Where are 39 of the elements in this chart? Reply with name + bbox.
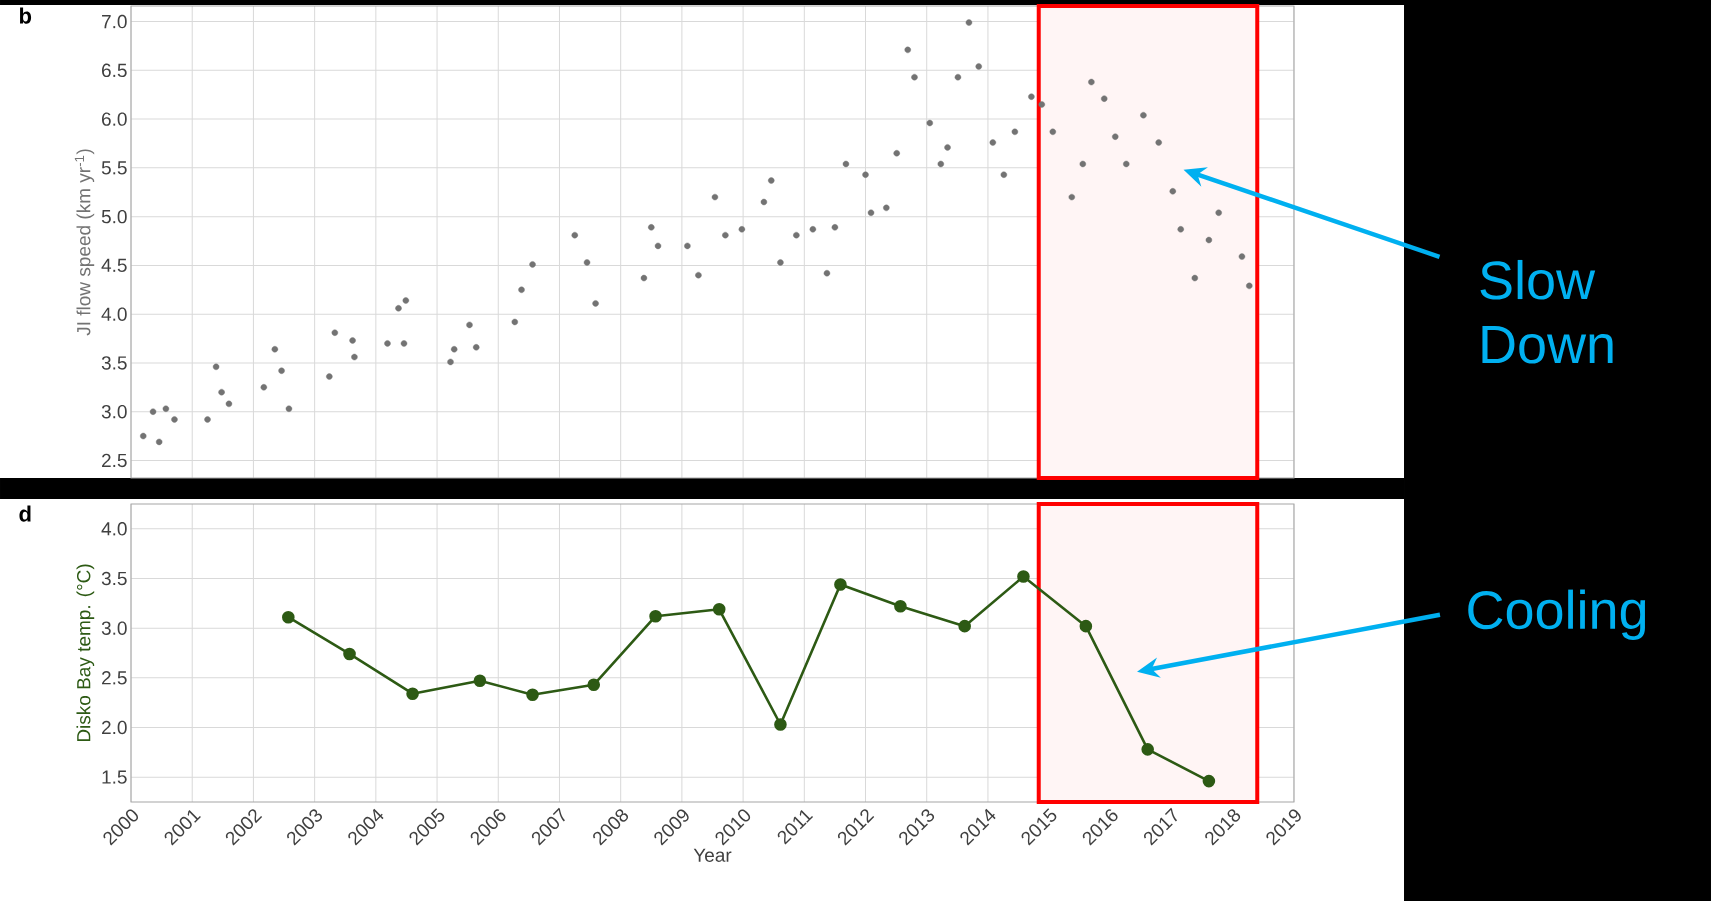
point — [834, 578, 847, 591]
point — [526, 688, 539, 702]
text: Slow Down — [1480, 259, 1613, 364]
point — [473, 674, 487, 688]
y-tick-label: 2.5 — [102, 671, 127, 685]
y-tick-label: 4.0 — [101, 522, 127, 536]
y-tick-label: 3.0 — [101, 621, 127, 635]
point — [894, 600, 907, 613]
point — [649, 609, 662, 623]
y-tick-label: 6.0 — [102, 112, 127, 126]
point — [343, 647, 356, 661]
y-tick-label: 3.5 — [101, 356, 127, 370]
y-tick-label: 3.5 — [101, 571, 127, 586]
y-tick-label: 1.5 — [102, 770, 127, 784]
y-tick-label: 4.0 — [101, 307, 127, 321]
y-axis-title: Disko Bay temp. (°C) — [76, 564, 95, 742]
chart-title: d — [19, 505, 31, 522]
point — [1141, 743, 1154, 756]
y-tick-label: 4.5 — [101, 258, 127, 273]
chart-title: b — [19, 7, 32, 24]
y-axis-title: JI flow speed (km yr$^{-1}$) — [74, 149, 95, 336]
point — [1079, 619, 1093, 633]
point — [587, 678, 601, 692]
point — [958, 619, 971, 633]
y-tick-label: 5.5 — [101, 161, 127, 175]
point — [1202, 774, 1216, 788]
point — [282, 610, 295, 624]
y-tick-label: 3.0 — [101, 404, 127, 419]
text: Cooling — [1468, 589, 1646, 640]
point — [1017, 570, 1030, 583]
x-axis-title: Year — [693, 848, 732, 862]
y-tick-label: 6.5 — [102, 63, 127, 78]
y-tick-label: 5.0 — [101, 209, 127, 224]
point — [406, 687, 419, 701]
y-tick-label: 2.0 — [102, 720, 127, 735]
point — [712, 602, 726, 616]
y-tick-label: 2.5 — [102, 453, 127, 468]
y-tick-label: 7.0 — [102, 14, 127, 29]
point — [774, 718, 787, 731]
